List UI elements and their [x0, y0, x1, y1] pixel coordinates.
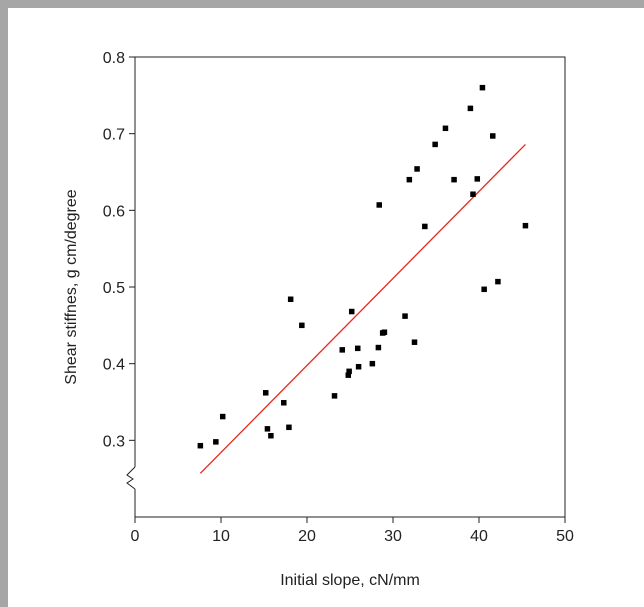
data-point — [265, 426, 271, 432]
y-tick-label: 0.5 — [103, 280, 125, 297]
data-point — [198, 443, 204, 449]
data-point — [349, 309, 355, 315]
data-point — [432, 142, 438, 148]
y-tick-label: 0.8 — [103, 50, 125, 67]
data-point — [356, 364, 362, 370]
data-point — [376, 202, 382, 208]
y-tick-label: 0.7 — [103, 127, 125, 144]
data-point — [370, 361, 376, 367]
data-point — [470, 191, 476, 197]
axis-break-gap — [134, 467, 137, 489]
data-point — [523, 223, 529, 229]
x-tick-label: 20 — [298, 528, 316, 545]
x-tick-label: 0 — [131, 528, 140, 545]
data-point — [355, 346, 361, 352]
data-point — [451, 177, 457, 183]
data-point — [468, 106, 474, 112]
data-point — [407, 177, 413, 183]
data-point — [480, 85, 486, 91]
data-point — [340, 347, 346, 353]
data-point — [286, 425, 292, 431]
x-tick-label: 50 — [556, 528, 574, 545]
data-point — [281, 400, 287, 406]
data-point — [495, 279, 501, 285]
data-point — [402, 313, 408, 319]
data-point — [422, 224, 428, 230]
x-tick-label: 30 — [384, 528, 402, 545]
data-point — [475, 176, 481, 182]
y-axis-label: Shear stiffnes, g cm/degree — [63, 189, 80, 384]
data-point — [288, 297, 294, 303]
data-point — [346, 369, 352, 375]
data-point — [213, 439, 219, 445]
y-tick-label: 0.4 — [103, 357, 125, 374]
data-point — [414, 166, 420, 172]
x-tick-label: 10 — [212, 528, 230, 545]
data-point — [443, 126, 449, 132]
data-point — [263, 390, 269, 396]
data-point — [412, 339, 418, 345]
data-point — [481, 287, 487, 293]
data-point — [268, 433, 274, 439]
data-point — [490, 133, 496, 139]
data-point — [382, 329, 388, 335]
scatter-chart: 0 10 20 30 40 50 0.3 0.4 0.5 0.6 0.7 0.8 Initial sl… — [8, 8, 644, 607]
y-tick-label: 0.6 — [103, 203, 125, 220]
data-point — [299, 323, 305, 329]
figure-frame: 0 10 20 30 40 50 0.3 0.4 0.5 0.6 0.7 0.8 Initial sl… — [8, 8, 644, 607]
data-point — [332, 393, 338, 399]
data-point — [220, 414, 226, 420]
data-point — [376, 345, 382, 351]
x-axis-label: Initial slope, cN/mm — [280, 572, 420, 589]
x-tick-label: 40 — [470, 528, 488, 545]
y-tick-label: 0.3 — [103, 433, 125, 450]
